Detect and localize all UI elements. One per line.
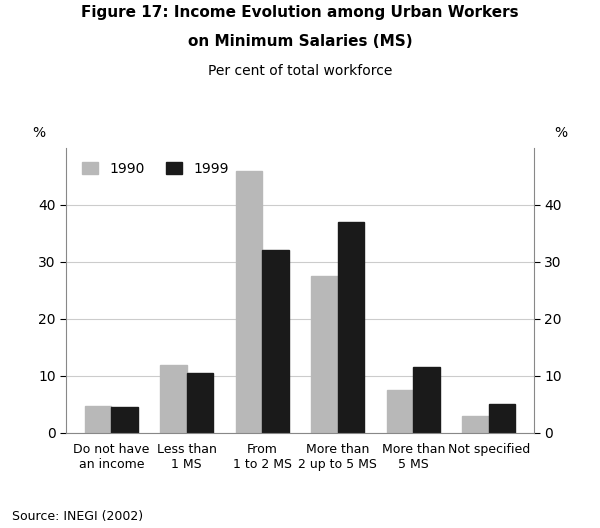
Bar — [262, 250, 289, 433]
Bar — [187, 373, 213, 433]
Bar — [85, 406, 111, 433]
Bar — [111, 407, 138, 433]
Bar — [160, 364, 187, 433]
Legend: 1990, 1999: 1990, 1999 — [77, 158, 233, 180]
Bar — [387, 390, 413, 433]
Text: Figure 17: Income Evolution among Urban Workers: Figure 17: Income Evolution among Urban … — [81, 5, 519, 20]
Bar — [338, 222, 364, 433]
Text: on Minimum Salaries (MS): on Minimum Salaries (MS) — [188, 34, 412, 49]
Bar — [236, 171, 262, 433]
Text: Per cent of total workforce: Per cent of total workforce — [208, 64, 392, 79]
Text: %: % — [32, 126, 46, 140]
Bar — [311, 276, 338, 433]
Bar — [462, 416, 489, 433]
Bar — [489, 404, 515, 433]
Text: %: % — [554, 126, 568, 140]
Text: Source: INEGI (2002): Source: INEGI (2002) — [12, 510, 143, 523]
Bar — [413, 367, 440, 433]
